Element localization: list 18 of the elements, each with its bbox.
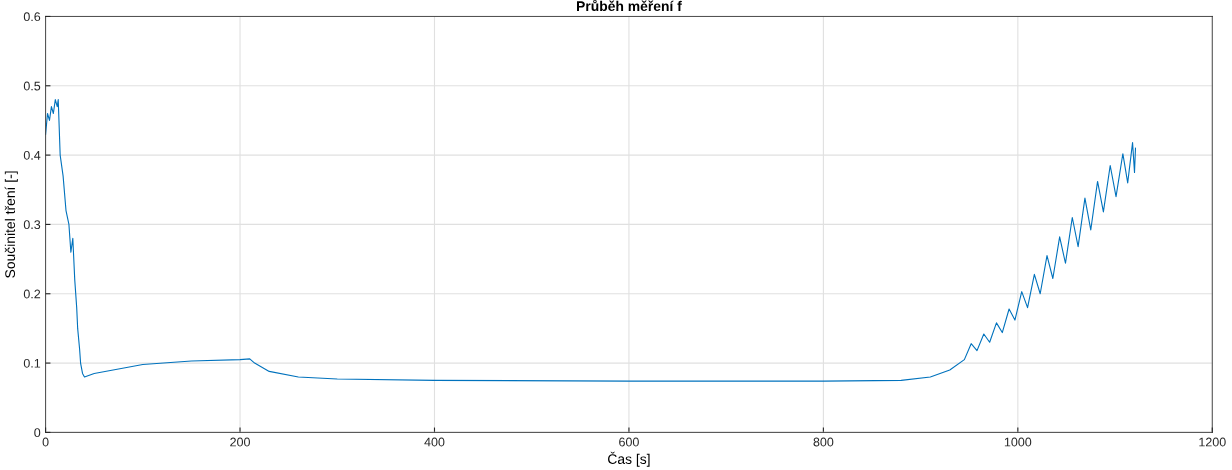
y-tick-label: 0.6 xyxy=(23,12,41,22)
x-tick-label: 200 xyxy=(230,437,250,447)
chart-title: Průběh měření f xyxy=(577,0,682,12)
x-tick-label: 1000 xyxy=(1004,437,1032,447)
y-tick-label: 0.1 xyxy=(23,358,41,368)
y-axis-title: Součinitel tření [-] xyxy=(4,171,18,278)
x-tick-label: 800 xyxy=(813,437,834,447)
y-tick-label: 0.4 xyxy=(23,150,41,160)
x-axis-title: Čas [s] xyxy=(608,451,650,467)
y-tick-label: 0.3 xyxy=(23,220,41,230)
x-tick-label: 0 xyxy=(42,437,49,447)
x-tick-label: 600 xyxy=(619,437,639,447)
y-tick-label: 0.2 xyxy=(23,289,41,299)
y-tick-label: 0.5 xyxy=(23,81,41,91)
line-series xyxy=(45,99,1137,382)
y-tick-label: 0 xyxy=(34,428,41,438)
x-tick-label: 1200 xyxy=(1199,437,1226,447)
x-tick-label: 400 xyxy=(424,437,445,447)
